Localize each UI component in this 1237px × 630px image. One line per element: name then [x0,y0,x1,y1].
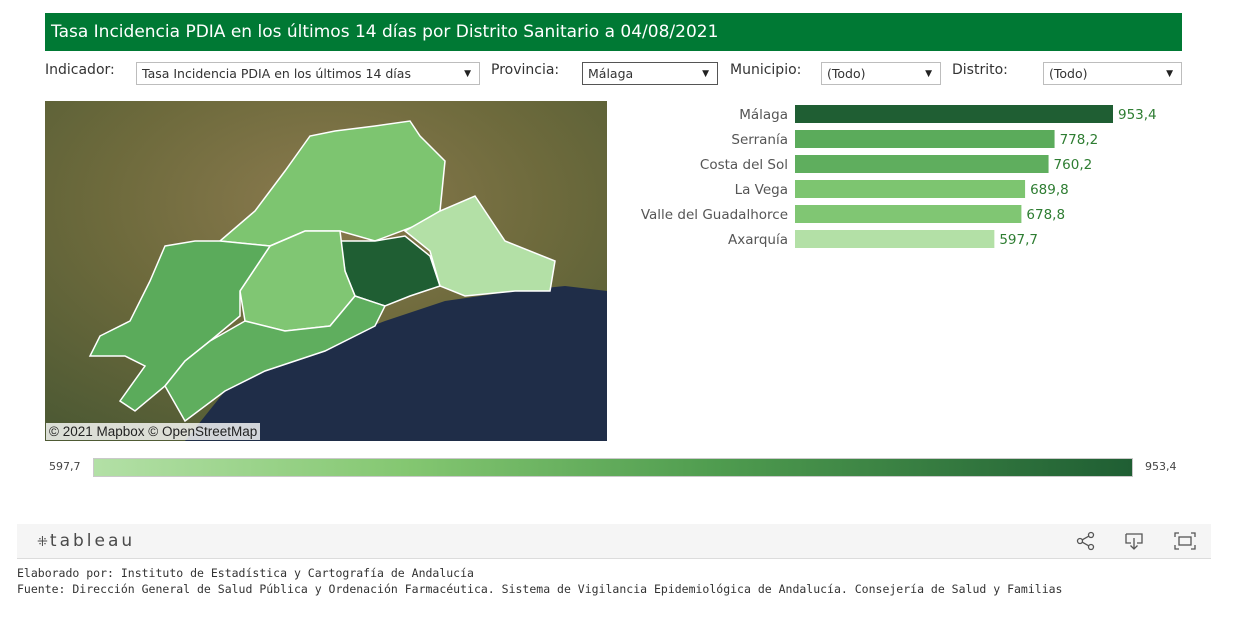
provincia-label: Provincia: [491,62,560,78]
credits-line-fuente: Fuente: Dirección General de Salud Públi… [17,582,1063,596]
bar-category-label-malaga: Málaga [739,107,788,123]
distrito-dropdown[interactable]: (Todo) ▼ [1043,62,1182,85]
fullscreen-icon[interactable] [1173,530,1197,556]
bar-value-label-costa-del-sol: 760,2 [1054,157,1093,173]
bar-value-label-valle-del-guadalhorce: 678,8 [1026,207,1065,223]
bar-chart: Málaga 953,4 Serranía 778,2 Costa del Sol 760… [620,101,1220,261]
tableau-plus-icon: ⁜ [37,535,48,550]
legend-min-label: 597,7 [49,460,81,473]
bar-category-label-la-vega: La Vega [735,182,788,198]
distrito-label: Distrito: [952,62,1008,78]
osm-credit-link[interactable]: © OpenStreetMap [148,424,258,439]
dashboard-title: Tasa Incidencia PDIA en los últimos 14 d… [45,13,1182,51]
map-canvas [45,101,607,441]
municipio-selected-value: (Todo) [827,66,866,81]
bar-chart-canvas: Málaga 953,4 Serranía 778,2 Costa del Sol 760… [641,105,1157,248]
bar-value-label-axarquia: 597,7 [999,232,1038,248]
chevron-down-icon: ▼ [464,69,471,79]
bar-costa-del-sol[interactable] [795,155,1049,173]
distrito-selected-value: (Todo) [1049,66,1088,81]
tableau-toolbar: ⁜ tableau [17,524,1211,559]
color-legend-gradient [93,458,1133,477]
download-icon[interactable] [1123,530,1145,556]
chevron-down-icon: ▼ [702,69,709,79]
sea-area [185,286,607,441]
indicador-selected-value: Tasa Incidencia PDIA en los últimos 14 d… [142,66,411,81]
bar-category-label-valle-del-guadalhorce: Valle del Guadalhorce [641,207,788,223]
provincia-dropdown[interactable]: Málaga ▼ [582,62,718,85]
bar-value-label-malaga: 953,4 [1118,107,1157,123]
tableau-logo[interactable]: ⁜ tableau [37,531,135,551]
bar-la-vega[interactable] [795,180,1026,198]
municipio-label: Municipio: [730,62,802,78]
chevron-down-icon: ▼ [1166,69,1173,79]
district-map[interactable]: © 2021 Mapbox © OpenStreetMap [45,101,607,441]
bar-axarquia[interactable] [795,230,995,248]
region-costa-del-sol[interactable] [164,295,387,423]
indicador-dropdown[interactable]: Tasa Incidencia PDIA en los últimos 14 d… [136,62,480,85]
bar-value-label-serrania: 778,2 [1060,132,1099,148]
bar-category-label-axarquia: Axarquía [728,232,788,248]
map-attribution: © 2021 Mapbox © OpenStreetMap [46,423,261,440]
share-icon[interactable] [1075,530,1097,556]
bar-value-label-la-vega: 689,8 [1030,182,1069,198]
bar-valle-del-guadalhorce[interactable] [795,205,1022,223]
region-la-vega[interactable] [88,240,272,412]
bar-serrania[interactable] [795,130,1055,148]
bar-category-label-serrania: Serranía [731,132,788,148]
mapbox-credit-link[interactable]: © 2021 Mapbox [49,424,145,439]
provincia-selected-value: Málaga [588,66,634,81]
indicador-label: Indicador: [45,62,115,78]
chevron-down-icon: ▼ [925,69,932,79]
credits-line-elaborado: Elaborado por: Instituto de Estadística … [17,566,474,580]
municipio-dropdown[interactable]: (Todo) ▼ [821,62,941,85]
bar-malaga[interactable] [795,105,1113,123]
tableau-logo-text: tableau [49,531,136,551]
legend-max-label: 953,4 [1145,460,1177,473]
bar-category-label-costa-del-sol: Costa del Sol [700,157,788,173]
